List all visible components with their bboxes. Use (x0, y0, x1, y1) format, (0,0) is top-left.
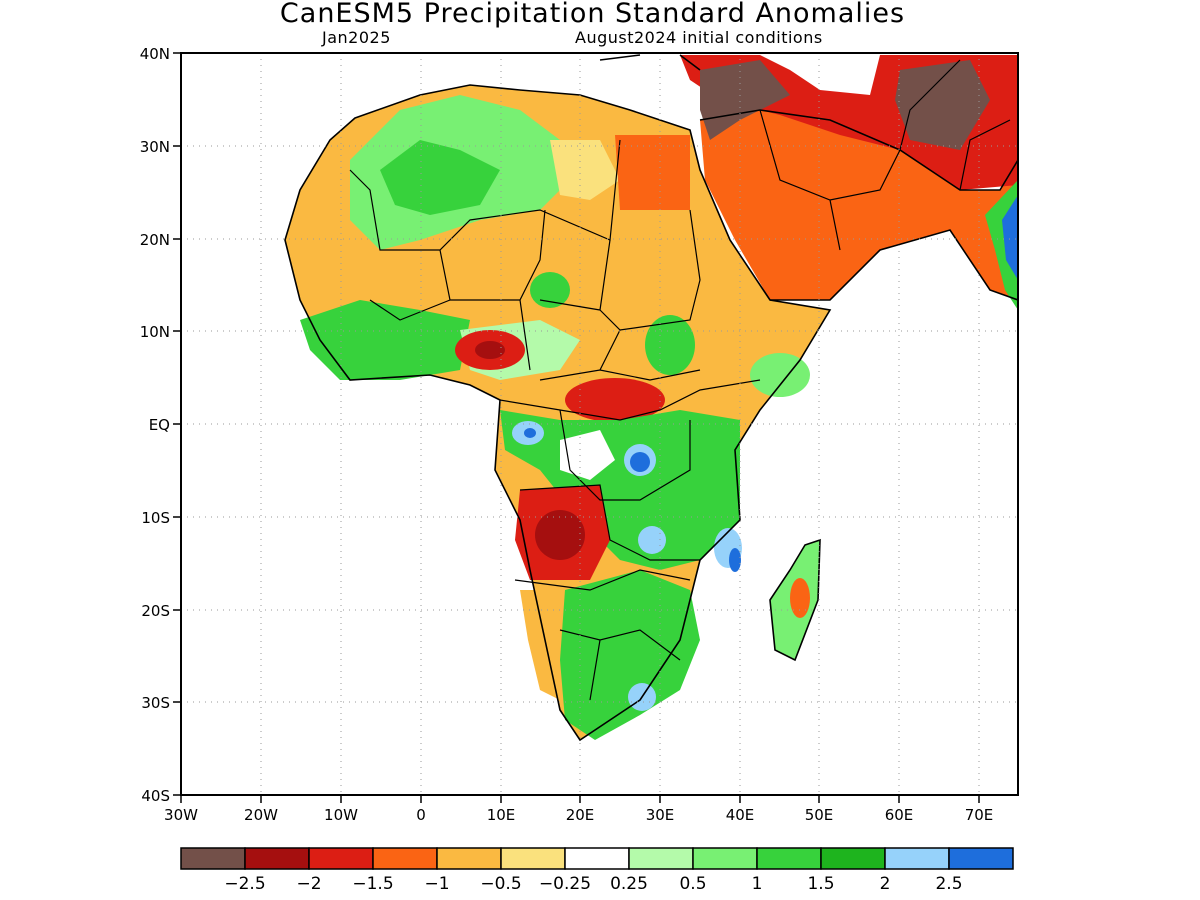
congo-extreme-wet-spot (524, 428, 536, 438)
x-tick-label: 20E (566, 806, 595, 824)
levant-dry-area (700, 60, 790, 140)
colorbar-swatch (692, 847, 758, 870)
x-tick-label: 70E (965, 806, 994, 824)
india-very-wet-area (1002, 195, 1018, 280)
colorbar-label: −1 (424, 874, 449, 894)
colorbar-label: −2.5 (224, 874, 265, 894)
southern-africa-wet-area (560, 570, 700, 740)
central-africa-dry-area (565, 378, 665, 422)
sudan-wet-spot (530, 272, 570, 308)
colorbar-label: 1.5 (807, 874, 834, 894)
y-tick-label: 30N (140, 138, 170, 156)
y-tick-label: EQ (149, 416, 170, 434)
x-tick-label: 0 (416, 806, 426, 824)
colorbar-label: −1.5 (352, 874, 393, 894)
x-tick-label: 60E (885, 806, 914, 824)
initial-conditions: August2024 initial conditions (575, 28, 823, 47)
map-panel (181, 53, 1018, 795)
colorbar-label: −0.25 (539, 874, 591, 894)
colorbar-swatch (500, 847, 566, 870)
iran-dry-area (895, 60, 990, 150)
colorbar-label: 2.5 (935, 874, 962, 894)
colorbar-label: 0.5 (679, 874, 706, 894)
colorbar-label: 2 (880, 874, 891, 894)
nigeria-core-dry-area (475, 341, 505, 359)
y-tick-label: 10S (141, 509, 170, 527)
mozambique-extreme-wet-spot (729, 548, 741, 572)
y-tick-label: 20S (141, 602, 170, 620)
ethiopia-wet-spot (645, 315, 695, 375)
y-tick-label: 40N (140, 45, 170, 63)
north-africa-yellow-area (550, 140, 620, 200)
sahara-wetter-area (380, 140, 500, 215)
tanzania-extreme-wet-spot (630, 452, 650, 472)
x-tick-label: 20W (244, 806, 278, 824)
x-tick-label: 10E (487, 806, 516, 824)
colorbar-swatch (244, 847, 310, 870)
colorbar-label: 1 (752, 874, 763, 894)
x-axis-labels: 30W 20W 10W 0 10E 20E 30E 40E 50E 60E 70… (164, 806, 993, 824)
y-tick-label: 10N (140, 323, 170, 341)
north-white-area (760, 55, 880, 95)
east-africa-white-area (560, 430, 615, 480)
tick-marks (173, 52, 980, 803)
colorbar-label: −2 (296, 874, 321, 894)
map-title: CanESM5 Precipitation Standard Anomalies (279, 0, 906, 29)
y-tick-label: 40S (141, 787, 170, 805)
colorbar: −2.5 −2 −1.5 −1 −0.5 −0.25 0.25 0.5 1 1.5 2 2.5 (180, 847, 1014, 894)
madagascar-dry-spot (790, 578, 810, 618)
colorbar-swatch (372, 847, 438, 870)
country-borders (349, 59, 1011, 701)
west-africa-wet-area (300, 300, 470, 380)
colorbar-swatch (820, 847, 886, 870)
gridlines (181, 53, 1018, 795)
malawi-very-wet-spot (638, 526, 666, 554)
egypt-dry-area (615, 135, 690, 210)
arabia-landmass (700, 110, 1018, 300)
x-tick-label: 40E (726, 806, 755, 824)
x-tick-label: 30E (646, 806, 675, 824)
colorbar-swatch (756, 847, 822, 870)
y-tick-label: 20N (140, 231, 170, 249)
colorbar-label: −0.5 (480, 874, 521, 894)
namibia-dry-area (520, 590, 560, 700)
colorbar-swatch (564, 847, 630, 870)
somalia-wet-spot (750, 353, 810, 397)
colorbar-swatch (180, 847, 246, 870)
x-tick-label: 30W (164, 806, 198, 824)
colorbar-label: 0.25 (610, 874, 648, 894)
africa-landmass (285, 85, 830, 740)
colorbar-swatch (948, 847, 1014, 870)
colorbar-swatch (628, 847, 694, 870)
x-tick-label: 10W (324, 806, 358, 824)
y-tick-label: 30S (141, 694, 170, 712)
x-tick-label: 50E (805, 806, 834, 824)
angola-core-dry-area (535, 510, 585, 560)
colorbar-swatch (308, 847, 374, 870)
forecast-month: Jan2025 (322, 28, 391, 47)
colorbar-swatch (436, 847, 502, 870)
y-axis-labels: 40N 30N 20N 10N EQ 10S 20S 30S 40S (140, 45, 170, 805)
colorbar-swatch (884, 847, 950, 870)
